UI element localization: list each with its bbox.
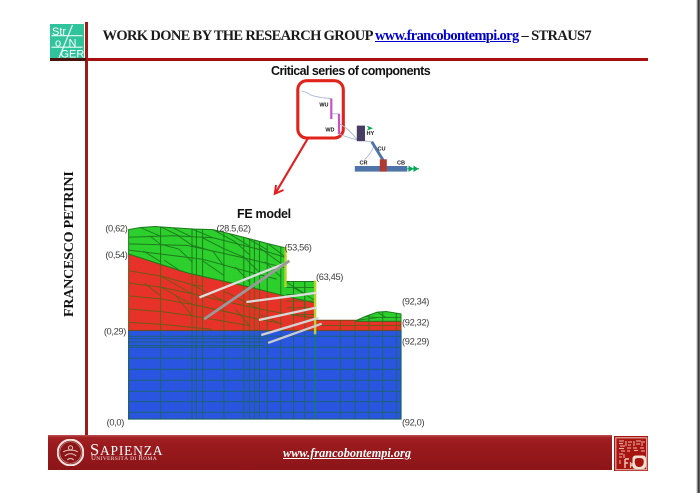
svg-text:CB: CB: [397, 161, 405, 167]
svg-text:(92,32): (92,32): [402, 318, 429, 328]
svg-text:WU: WU: [319, 103, 328, 109]
svg-text:(53,56): (53,56): [285, 243, 312, 253]
svg-text:(63,45): (63,45): [316, 272, 343, 282]
svg-text:CR: CR: [360, 161, 368, 167]
svg-text:(28.5,62): (28.5,62): [217, 224, 251, 234]
svg-text:GER: GER: [61, 49, 85, 58]
svg-text:(0,29): (0,29): [104, 327, 126, 337]
svg-text:N: N: [69, 37, 77, 49]
svg-text:(92,0): (92,0): [402, 418, 424, 428]
svg-text:(92,29): (92,29): [402, 337, 429, 347]
svg-text:CU: CU: [378, 147, 386, 153]
svg-text:(92,34): (92,34): [402, 297, 429, 307]
svg-text:WD: WD: [325, 128, 334, 134]
svg-text:HY: HY: [367, 131, 375, 137]
svg-text:(0,0): (0,0): [107, 418, 125, 428]
svg-text:(0,62): (0,62): [105, 224, 127, 234]
svg-text:o: o: [55, 37, 61, 49]
svg-text:(0,54): (0,54): [105, 250, 127, 260]
svg-text:Str: Str: [52, 26, 66, 38]
